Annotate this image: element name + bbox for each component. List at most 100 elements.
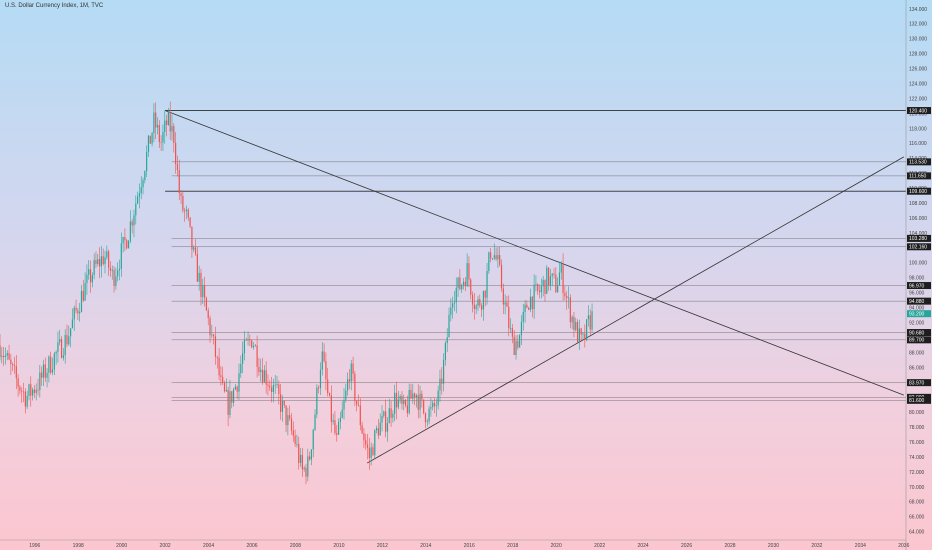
candle-body — [385, 411, 387, 432]
candle-body — [328, 392, 331, 396]
current-price-box — [907, 310, 931, 318]
candle-body — [578, 328, 580, 343]
candle-body — [461, 284, 463, 290]
candle-body — [263, 370, 265, 383]
candle-body — [175, 142, 177, 165]
candle-body — [549, 276, 552, 286]
level-label: 83.970 — [909, 380, 925, 386]
time-tick-label: 2018 — [507, 543, 518, 549]
candle-body — [531, 296, 533, 310]
candle-body — [589, 315, 591, 330]
candle-body — [260, 369, 262, 373]
candle-body — [104, 257, 106, 265]
level-label: 103.280 — [909, 236, 927, 242]
candle-body — [303, 467, 305, 470]
candle-body — [203, 285, 206, 298]
candle-body — [446, 337, 448, 344]
price-tick-label: 66.000 — [909, 515, 925, 521]
candle-body — [240, 363, 242, 374]
candle-body — [176, 164, 179, 171]
candle-body — [158, 125, 160, 143]
candle-body — [236, 386, 238, 392]
candle-body — [153, 112, 155, 134]
candle-body — [70, 328, 72, 337]
candle-body — [127, 240, 130, 249]
candle-body — [234, 386, 236, 390]
candle-body — [433, 402, 436, 407]
candle-body — [546, 267, 548, 294]
candle-body — [109, 267, 112, 271]
candle-body — [352, 363, 354, 374]
candle-body — [547, 267, 550, 286]
candle-body — [468, 263, 470, 280]
candle-body — [3, 355, 5, 357]
candle-body — [569, 297, 571, 323]
candle-body — [486, 270, 488, 298]
candle-body — [403, 400, 405, 404]
candle-body — [334, 420, 336, 434]
candle-body — [538, 290, 541, 293]
candle-body — [278, 384, 280, 395]
candle-body — [388, 408, 390, 424]
candle-body — [586, 319, 588, 340]
candle-body — [526, 304, 528, 308]
candle-body — [421, 393, 423, 400]
candle-body — [336, 433, 338, 435]
price-tick-label: 88.000 — [909, 350, 925, 356]
price-tick-label: 100.000 — [909, 261, 927, 267]
candle-body — [10, 359, 12, 365]
candle-body — [383, 411, 385, 417]
candle-body — [296, 443, 298, 445]
candle-body — [232, 389, 235, 403]
candle-body — [64, 335, 66, 356]
candle-body — [365, 440, 367, 445]
candle-body — [165, 120, 168, 125]
candle-body — [111, 269, 113, 271]
candle-body — [254, 345, 256, 347]
price-tick-label: 70.000 — [909, 485, 925, 491]
candle-body — [222, 376, 224, 383]
candle-body — [283, 400, 285, 406]
candle-body — [314, 414, 316, 430]
trendline — [366, 156, 905, 464]
candle-body — [207, 310, 209, 319]
candle-body — [160, 142, 162, 143]
candle-body — [213, 334, 215, 337]
candle-body — [75, 307, 77, 311]
price-tick-label: 132.000 — [909, 22, 927, 28]
candle-body — [162, 131, 164, 143]
candle-body — [269, 385, 271, 388]
candle-body — [564, 293, 566, 297]
candle-body — [267, 384, 269, 386]
candle-body — [567, 297, 570, 299]
price-axis: 134.000 132.000 130.000 128.000 126.000 124.0… — [905, 0, 927, 550]
level-label-box — [907, 297, 931, 305]
candle-body — [97, 259, 99, 264]
candle-body — [147, 135, 150, 153]
candle-body — [44, 364, 46, 378]
level-label-box — [907, 329, 931, 337]
candle-body — [26, 395, 28, 407]
candle-body — [68, 336, 70, 345]
level-label: 89.700 — [909, 338, 925, 344]
candle-body — [294, 435, 296, 445]
candle-body — [330, 395, 332, 422]
candle-body — [12, 364, 14, 365]
candles — [0, 101, 593, 485]
candle-body — [381, 416, 383, 423]
candle-body — [225, 389, 227, 392]
candle-body — [316, 387, 318, 415]
candle-body — [227, 389, 229, 415]
candle-body — [133, 215, 135, 226]
time-tick-label: 2026 — [681, 543, 692, 549]
candle-body — [432, 402, 434, 408]
candle-body — [424, 413, 427, 423]
candle-body — [343, 399, 345, 410]
candle-body — [459, 277, 461, 290]
candle-body — [258, 366, 260, 373]
candle-body — [126, 240, 128, 249]
candle-body — [528, 307, 530, 310]
candle-body — [529, 296, 532, 310]
